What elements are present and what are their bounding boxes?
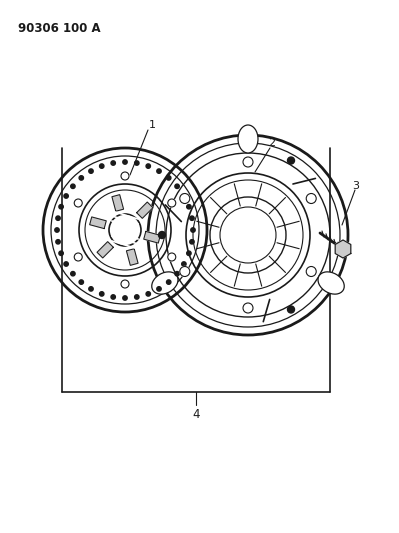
- Circle shape: [166, 280, 171, 284]
- Circle shape: [182, 262, 186, 266]
- Circle shape: [243, 303, 253, 313]
- Polygon shape: [137, 202, 153, 219]
- Circle shape: [99, 292, 104, 296]
- Text: 3: 3: [352, 181, 359, 191]
- Circle shape: [64, 262, 68, 266]
- Circle shape: [56, 216, 60, 220]
- Circle shape: [166, 176, 171, 180]
- Circle shape: [306, 266, 316, 277]
- Circle shape: [157, 287, 161, 291]
- Circle shape: [187, 205, 191, 209]
- Polygon shape: [126, 249, 138, 265]
- Circle shape: [134, 295, 139, 299]
- Circle shape: [74, 199, 82, 207]
- Circle shape: [187, 251, 191, 255]
- Polygon shape: [112, 195, 124, 211]
- Circle shape: [56, 240, 60, 244]
- Polygon shape: [90, 217, 106, 229]
- Circle shape: [146, 292, 150, 296]
- Polygon shape: [335, 240, 351, 258]
- Circle shape: [180, 266, 190, 277]
- Circle shape: [59, 251, 63, 255]
- Circle shape: [134, 161, 139, 165]
- Polygon shape: [144, 231, 160, 243]
- Polygon shape: [97, 241, 113, 258]
- Circle shape: [306, 193, 316, 204]
- Circle shape: [175, 271, 179, 276]
- Text: 4: 4: [192, 408, 200, 422]
- Circle shape: [121, 280, 129, 288]
- Circle shape: [168, 199, 176, 207]
- Circle shape: [111, 295, 115, 299]
- Circle shape: [74, 253, 82, 261]
- Circle shape: [175, 184, 179, 189]
- Ellipse shape: [238, 125, 258, 153]
- Circle shape: [89, 287, 93, 291]
- Circle shape: [190, 216, 194, 220]
- Circle shape: [191, 228, 195, 232]
- Circle shape: [55, 228, 59, 232]
- Circle shape: [288, 306, 294, 313]
- Circle shape: [146, 164, 150, 168]
- Circle shape: [79, 176, 83, 180]
- Circle shape: [180, 193, 190, 204]
- Text: 1: 1: [148, 120, 156, 130]
- Circle shape: [111, 161, 115, 165]
- Circle shape: [190, 240, 194, 244]
- Circle shape: [288, 157, 294, 164]
- Circle shape: [182, 194, 186, 198]
- Circle shape: [123, 296, 127, 300]
- Circle shape: [71, 271, 75, 276]
- Circle shape: [243, 157, 253, 167]
- Circle shape: [168, 253, 176, 261]
- Circle shape: [71, 184, 75, 189]
- Circle shape: [158, 231, 166, 238]
- Circle shape: [157, 169, 161, 173]
- Circle shape: [89, 169, 93, 173]
- Circle shape: [79, 280, 83, 284]
- Ellipse shape: [318, 272, 344, 294]
- Circle shape: [64, 194, 68, 198]
- Circle shape: [99, 164, 104, 168]
- Ellipse shape: [152, 272, 178, 294]
- Circle shape: [123, 160, 127, 164]
- Circle shape: [121, 172, 129, 180]
- Text: 90306 100 A: 90306 100 A: [18, 22, 101, 35]
- Text: 2: 2: [269, 138, 276, 148]
- Circle shape: [59, 205, 63, 209]
